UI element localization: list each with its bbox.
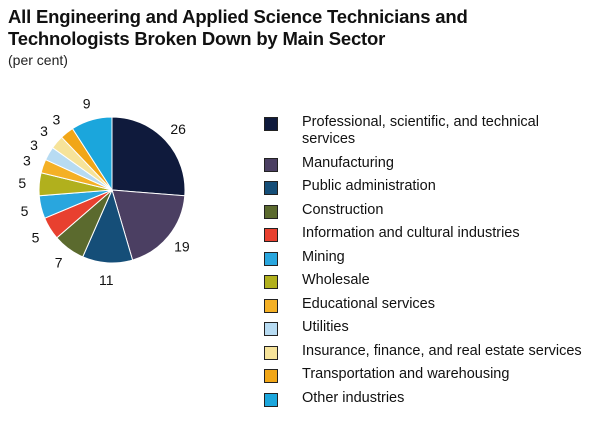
legend-label-0: Professional, scientific, and technical … bbox=[302, 114, 539, 147]
legend-swatch-3 bbox=[264, 204, 278, 219]
legend-swatch-11 bbox=[264, 392, 278, 407]
chart-subtitle: (per cent) bbox=[8, 52, 68, 68]
legend-label-1: Manufacturing bbox=[302, 154, 394, 171]
legend-item-4: Information and cultural industries bbox=[264, 225, 596, 242]
chart-legend: Professional, scientific, and technical … bbox=[264, 114, 596, 413]
legend-item-7: Educational services bbox=[264, 296, 596, 313]
slice-value-label-5: 5 bbox=[21, 203, 29, 219]
legend-swatch-4 bbox=[264, 228, 278, 242]
legend-item-3: Construction bbox=[264, 202, 596, 219]
legend-swatch-0 bbox=[264, 117, 278, 131]
legend-item-1: Manufacturing bbox=[264, 155, 596, 172]
legend-label-11: Other industries bbox=[302, 389, 405, 406]
legend-swatch-7 bbox=[264, 298, 278, 313]
legend-label-7: Educational services bbox=[302, 295, 435, 312]
slice-value-label-10: 3 bbox=[52, 111, 60, 127]
slice-value-label-7: 3 bbox=[23, 153, 31, 169]
slice-value-label-11: 9 bbox=[83, 96, 91, 112]
legend-item-6: Wholesale bbox=[264, 272, 596, 289]
legend-swatch-2 bbox=[264, 181, 278, 195]
pie-slice-11 bbox=[71, 116, 113, 192]
legend-item-5: Mining bbox=[264, 249, 596, 266]
legend-label-3: Construction bbox=[302, 201, 384, 218]
legend-item-2: Public administration bbox=[264, 178, 596, 195]
slice-value-label-2: 11 bbox=[99, 272, 114, 288]
legend-label-6: Wholesale bbox=[302, 272, 370, 288]
slice-value-label-1: 19 bbox=[174, 239, 190, 255]
legend-item-11: Other industries bbox=[264, 390, 596, 407]
legend-item-0: Professional, scientific, and technical … bbox=[264, 114, 596, 148]
slice-value-label-9: 3 bbox=[40, 123, 48, 139]
legend-label-9: Insurance, finance, and real estate serv… bbox=[302, 342, 582, 359]
legend-swatch-10 bbox=[264, 369, 278, 383]
legend-swatch-8 bbox=[264, 322, 278, 336]
legend-item-10: Transportation and warehousing bbox=[264, 366, 596, 383]
slice-value-label-8: 3 bbox=[30, 137, 38, 153]
legend-swatch-1 bbox=[264, 157, 278, 172]
legend-label-10: Transportation and warehousing bbox=[302, 366, 510, 382]
slice-value-label-6: 5 bbox=[18, 175, 26, 191]
slice-value-label-4: 5 bbox=[32, 229, 40, 245]
slice-value-label-3: 7 bbox=[55, 254, 63, 270]
pie-slice-1 bbox=[111, 189, 186, 261]
legend-label-5: Mining bbox=[302, 248, 345, 265]
pie-slice-0 bbox=[111, 116, 186, 197]
legend-label-8: Utilities bbox=[302, 319, 349, 335]
chart-title: All Engineering and Applied Science Tech… bbox=[8, 6, 468, 49]
legend-item-8: Utilities bbox=[264, 319, 596, 336]
legend-label-4: Information and cultural industries bbox=[302, 225, 520, 241]
legend-swatch-9 bbox=[264, 345, 278, 360]
legend-item-9: Insurance, finance, and real estate serv… bbox=[264, 343, 596, 360]
slice-value-label-0: 26 bbox=[170, 121, 186, 137]
legend-label-2: Public administration bbox=[302, 178, 436, 194]
legend-swatch-5 bbox=[264, 251, 278, 266]
legend-swatch-6 bbox=[264, 275, 278, 289]
